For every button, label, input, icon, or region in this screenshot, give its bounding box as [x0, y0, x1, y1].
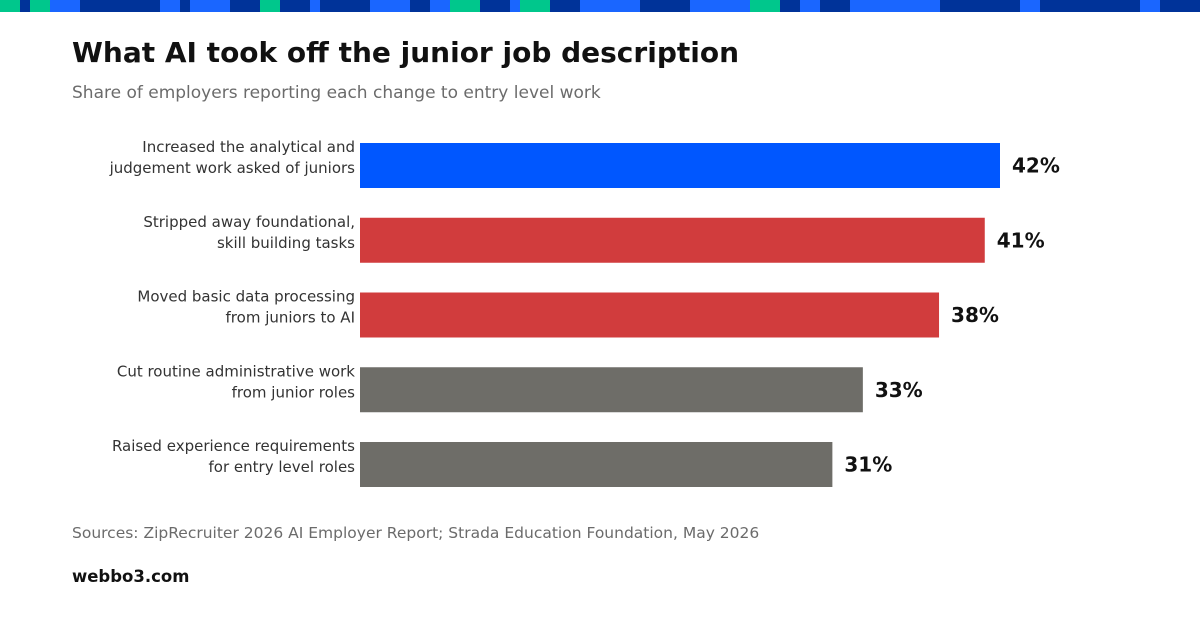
strip-block — [850, 0, 860, 12]
category-label-line: Cut routine administrative work — [117, 362, 355, 380]
strip-block — [80, 0, 90, 12]
category-label-line: from juniors to AI — [226, 309, 355, 327]
strip-block — [800, 0, 810, 12]
bar-3 — [360, 292, 940, 338]
category-label-1: Increased the analytical and judgement wo… — [109, 138, 356, 177]
strip-block — [180, 0, 190, 12]
bar-5 — [360, 442, 833, 487]
strip-block — [490, 0, 510, 12]
value-label-3: 38% — [951, 303, 999, 327]
page-subtitle: Share of employers reporting each change… — [72, 83, 601, 103]
bar-2 — [360, 217, 985, 263]
strip-block — [620, 0, 640, 12]
page-title: What AI took off the junior job descript… — [72, 36, 740, 69]
strip-block — [390, 0, 400, 12]
category-label-line: Stripped away foundational, — [143, 213, 355, 231]
category-label-line: for entry level roles — [209, 458, 356, 476]
strip-block — [370, 0, 390, 12]
strip-block — [510, 0, 520, 12]
strip-block — [1140, 0, 1150, 12]
strip-block — [50, 0, 60, 12]
strip-block — [550, 0, 580, 12]
strip-block — [190, 0, 220, 12]
category-label-line: judgement work asked of juniors — [109, 159, 356, 177]
strip-block — [990, 0, 1020, 12]
strip-block — [520, 0, 550, 12]
brand-logo-text: webbo3.com — [72, 567, 190, 586]
strip-block — [1150, 0, 1160, 12]
strip-block — [580, 0, 600, 12]
strip-block — [860, 0, 870, 12]
category-label-3: Moved basic data processing from juniors … — [137, 288, 355, 327]
category-label-line: skill building tasks — [217, 234, 355, 252]
category-label-5: Raised experience requirements for entry … — [112, 437, 355, 476]
strip-block — [110, 0, 130, 12]
strip-block — [900, 0, 920, 12]
strip-block — [820, 0, 850, 12]
strip-block — [780, 0, 800, 12]
strip-block — [890, 0, 900, 12]
strip-block — [810, 0, 820, 12]
strip-block — [450, 0, 480, 12]
category-label-line: Increased the analytical and — [142, 138, 355, 156]
strip-block — [950, 0, 980, 12]
strip-block — [1020, 0, 1040, 12]
strip-block — [320, 0, 340, 12]
strip-block — [410, 0, 430, 12]
strip-block — [680, 0, 690, 12]
strip-block — [1090, 0, 1120, 12]
strip-block — [940, 0, 950, 12]
category-label-line: Raised experience requirements — [112, 437, 355, 455]
strip-block — [600, 0, 620, 12]
strip-block — [690, 0, 720, 12]
decorative-top-strip — [0, 0, 1200, 12]
strip-block — [430, 0, 450, 12]
strip-block — [1050, 0, 1060, 12]
strip-block — [1040, 0, 1050, 12]
strip-block — [220, 0, 230, 12]
strip-block — [310, 0, 320, 12]
strip-block — [230, 0, 260, 12]
strip-block — [1160, 0, 1170, 12]
strip-block — [160, 0, 180, 12]
value-label-5: 31% — [844, 453, 892, 477]
strip-block — [980, 0, 990, 12]
value-label-4: 33% — [875, 378, 923, 402]
strip-block — [480, 0, 490, 12]
value-label-1: 42% — [1012, 154, 1060, 178]
strip-block — [60, 0, 80, 12]
value-label-2: 41% — [997, 228, 1045, 252]
strip-block — [400, 0, 410, 12]
strip-block — [650, 0, 680, 12]
bar-1 — [360, 143, 1000, 188]
strip-block — [130, 0, 160, 12]
category-label-line: from junior roles — [232, 383, 356, 401]
strip-block — [1060, 0, 1070, 12]
strip-block — [720, 0, 750, 12]
strip-block — [30, 0, 50, 12]
strip-block — [260, 0, 280, 12]
category-label-line: Moved basic data processing — [137, 288, 355, 306]
strip-block — [870, 0, 890, 12]
strip-block — [920, 0, 940, 12]
strip-block — [360, 0, 370, 12]
strip-block — [1120, 0, 1140, 12]
bar-4 — [360, 367, 863, 413]
strip-block — [0, 0, 20, 12]
strip-block — [1170, 0, 1200, 12]
strip-block — [640, 0, 650, 12]
strip-block — [750, 0, 780, 12]
strip-block — [280, 0, 310, 12]
sources-note: Sources: ZipRecruiter 2026 AI Employer R… — [72, 524, 760, 542]
category-label-2: Stripped away foundational, skill buildin… — [143, 213, 355, 252]
strip-block — [90, 0, 110, 12]
strip-block — [20, 0, 30, 12]
category-label-4: Cut routine administrative work from juni… — [117, 362, 355, 401]
strip-block — [340, 0, 360, 12]
strip-block — [1070, 0, 1090, 12]
